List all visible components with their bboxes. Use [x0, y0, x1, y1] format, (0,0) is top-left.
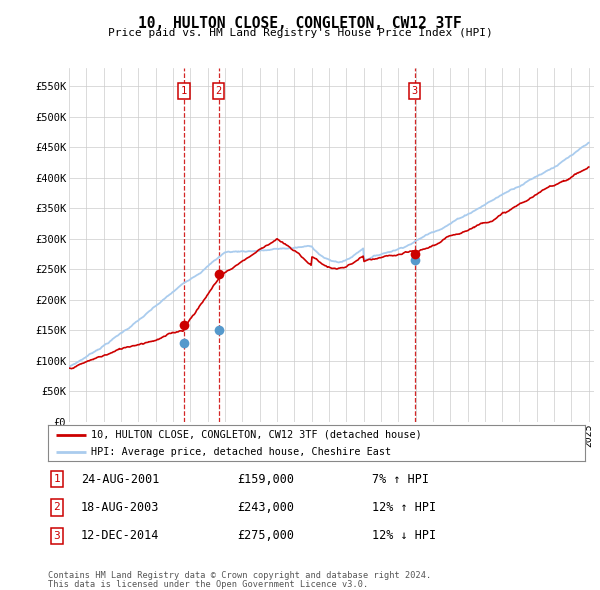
Text: Contains HM Land Registry data © Crown copyright and database right 2024.: Contains HM Land Registry data © Crown c… — [48, 571, 431, 580]
Text: 3: 3 — [53, 531, 61, 540]
Text: 7% ↑ HPI: 7% ↑ HPI — [372, 473, 429, 486]
Text: 18-AUG-2003: 18-AUG-2003 — [81, 501, 160, 514]
Text: This data is licensed under the Open Government Licence v3.0.: This data is licensed under the Open Gov… — [48, 579, 368, 589]
Text: HPI: Average price, detached house, Cheshire East: HPI: Average price, detached house, Ches… — [91, 447, 391, 457]
Text: £159,000: £159,000 — [237, 473, 294, 486]
Text: £243,000: £243,000 — [237, 501, 294, 514]
Text: 2: 2 — [53, 503, 61, 512]
Text: 3: 3 — [412, 86, 418, 96]
Text: £275,000: £275,000 — [237, 529, 294, 542]
Text: 1: 1 — [181, 86, 187, 96]
Text: 12% ↓ HPI: 12% ↓ HPI — [372, 529, 436, 542]
Text: 10, HULTON CLOSE, CONGLETON, CW12 3TF (detached house): 10, HULTON CLOSE, CONGLETON, CW12 3TF (d… — [91, 430, 422, 440]
Text: 12% ↑ HPI: 12% ↑ HPI — [372, 501, 436, 514]
Text: 2: 2 — [215, 86, 221, 96]
Text: 24-AUG-2001: 24-AUG-2001 — [81, 473, 160, 486]
Text: Price paid vs. HM Land Registry's House Price Index (HPI): Price paid vs. HM Land Registry's House … — [107, 28, 493, 38]
Text: 1: 1 — [53, 474, 61, 484]
Text: 12-DEC-2014: 12-DEC-2014 — [81, 529, 160, 542]
Text: 10, HULTON CLOSE, CONGLETON, CW12 3TF: 10, HULTON CLOSE, CONGLETON, CW12 3TF — [138, 16, 462, 31]
